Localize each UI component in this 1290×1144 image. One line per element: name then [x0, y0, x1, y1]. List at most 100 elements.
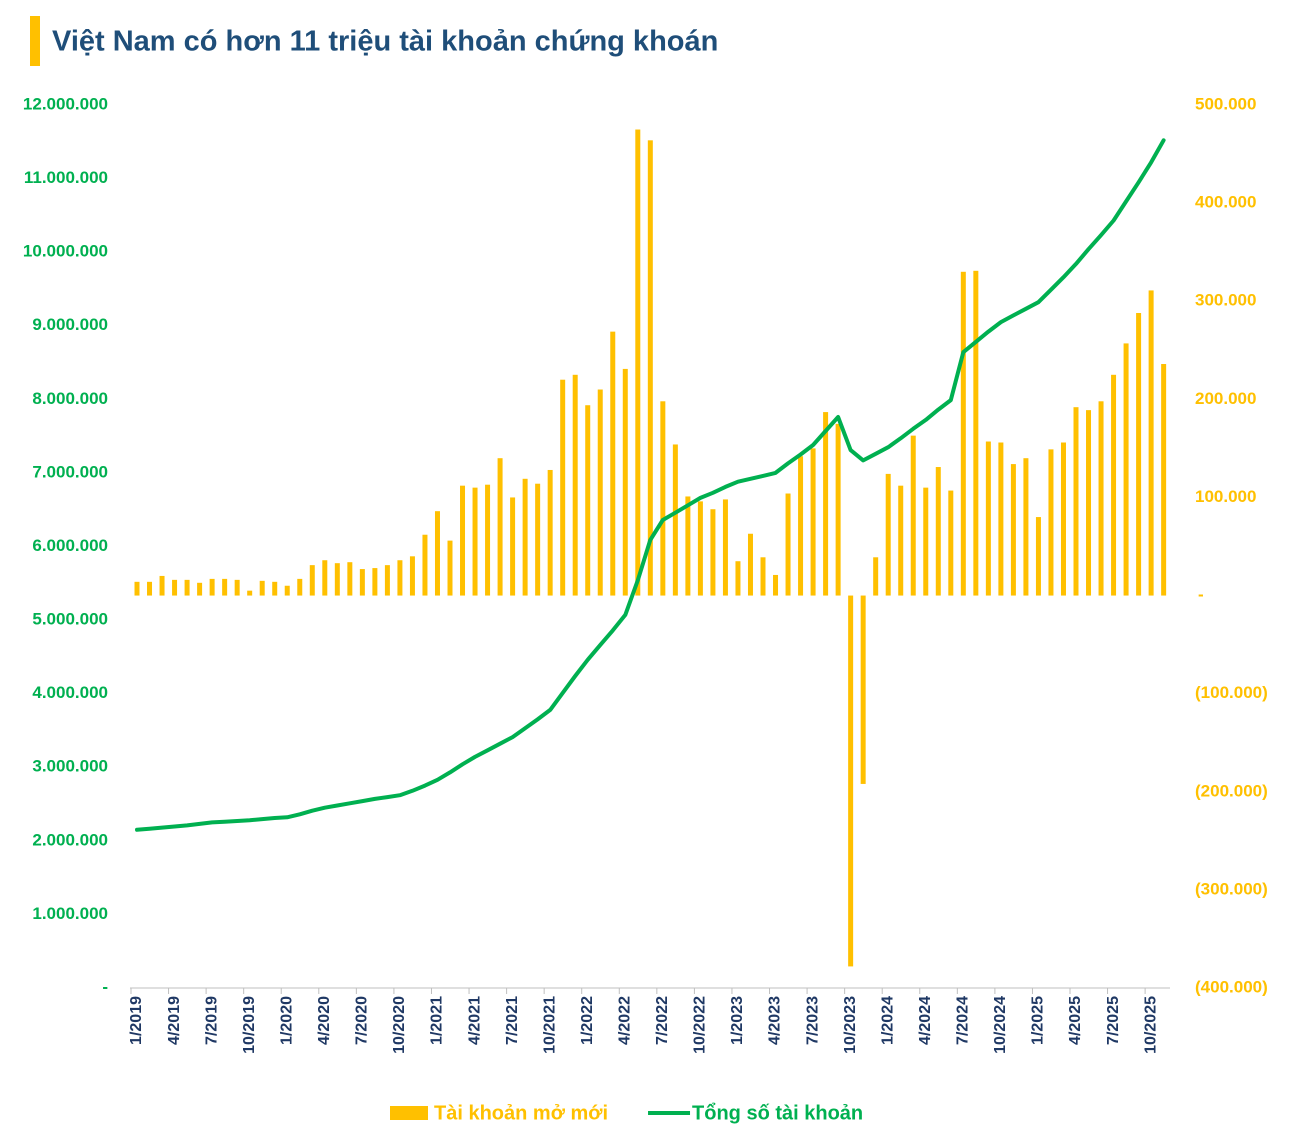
bar — [547, 469, 553, 596]
bar — [1060, 442, 1066, 596]
bar — [597, 389, 603, 596]
x-tick-label: 10/2020 — [391, 996, 408, 1054]
y2-tick-label: 400.000 — [1195, 193, 1256, 212]
bar — [685, 496, 691, 596]
bar — [409, 556, 415, 596]
bar — [935, 467, 941, 596]
bar — [1073, 407, 1079, 596]
legend-label: Tổng số tài khoản — [692, 1102, 863, 1124]
bar — [309, 565, 315, 596]
y2-tick-label: (200.000) — [1195, 781, 1268, 800]
bar — [960, 271, 966, 596]
bar — [1098, 401, 1104, 596]
bar — [272, 581, 278, 596]
x-tick-label: 1/2024 — [879, 996, 896, 1045]
bar — [747, 533, 753, 596]
x-tick-label: 10/2025 — [1142, 996, 1159, 1054]
bar — [434, 511, 440, 596]
bar — [1123, 343, 1129, 596]
x-tick-label: 4/2023 — [767, 996, 784, 1045]
bar — [572, 374, 578, 596]
y2-tick-label: - — [1198, 585, 1204, 604]
bar — [259, 580, 265, 596]
bar — [497, 458, 503, 596]
x-tick-label: 4/2021 — [466, 996, 483, 1045]
x-tick-label: 7/2020 — [354, 996, 371, 1045]
bar — [560, 379, 566, 596]
y-tick-label: 7.000.000 — [32, 462, 108, 481]
x-tick-label: 7/2023 — [804, 996, 821, 1045]
bar — [422, 534, 428, 596]
bar — [447, 540, 453, 596]
bar — [172, 579, 178, 596]
line — [135, 138, 1166, 832]
bar — [535, 483, 541, 596]
x-tick-label: 1/2025 — [1030, 996, 1047, 1045]
bar — [973, 270, 979, 596]
x-tick-label: 10/2024 — [992, 996, 1009, 1054]
bar — [848, 595, 854, 967]
bar — [1136, 312, 1142, 596]
bar — [1035, 517, 1041, 596]
x-tick-label: 10/2019 — [241, 996, 258, 1054]
bar — [610, 331, 616, 596]
bar — [798, 456, 804, 596]
x-tick-label: 7/2019 — [203, 996, 220, 1045]
bar — [297, 578, 303, 596]
bar — [885, 473, 891, 596]
x-tick-label: 4/2022 — [616, 996, 633, 1045]
bar — [1111, 374, 1117, 596]
x-tick-label: 1/2020 — [278, 996, 295, 1045]
bar — [773, 574, 779, 596]
x-tick-label: 1/2022 — [579, 996, 596, 1045]
bar — [460, 485, 466, 596]
bar — [1161, 364, 1167, 596]
y-tick-label: 8.000.000 — [32, 389, 108, 408]
bar — [247, 590, 253, 596]
bar — [384, 565, 390, 596]
bar — [359, 569, 365, 596]
y-tick-label: 4.000.000 — [32, 683, 108, 702]
bar — [810, 448, 816, 596]
bar — [234, 579, 240, 596]
bar — [1148, 290, 1154, 596]
x-tick-label: 10/2023 — [842, 996, 859, 1054]
bar — [910, 435, 916, 596]
bar — [835, 423, 841, 596]
bar — [522, 478, 528, 596]
bar — [372, 568, 378, 596]
bar — [159, 575, 165, 596]
y-tick-label: 1.000.000 — [32, 904, 108, 923]
chart-title: Việt Nam có hơn 11 triệu tài khoản chứng… — [52, 26, 718, 58]
y-tick-label: 12.000.000 — [23, 94, 108, 113]
y2-tick-label: 100.000 — [1195, 487, 1256, 506]
y2-tick-label: (300.000) — [1195, 879, 1268, 898]
bar — [222, 578, 228, 596]
bar — [898, 485, 904, 596]
bar — [998, 442, 1004, 596]
bar — [985, 441, 991, 596]
x-tick-label: 4/2019 — [166, 996, 183, 1045]
bar — [510, 497, 516, 596]
bar — [860, 595, 866, 784]
y-tick-label: 2.000.000 — [32, 830, 108, 849]
bar — [147, 581, 153, 596]
bar — [948, 490, 954, 596]
bar — [823, 412, 829, 596]
x-tick-label: 10/2022 — [692, 996, 709, 1054]
x-tick-label: 7/2022 — [654, 996, 671, 1045]
bar — [710, 509, 716, 596]
bar — [585, 405, 591, 596]
legend-label: Tài khoản mở mới — [434, 1102, 608, 1124]
bar — [923, 487, 929, 596]
x-tick-label: 4/2020 — [316, 996, 333, 1045]
bar — [697, 501, 703, 596]
bar — [785, 493, 791, 596]
bar — [347, 562, 353, 596]
y-tick-label: 10.000.000 — [23, 242, 108, 261]
x-tick-label: 1/2021 — [429, 996, 446, 1045]
x-tick-label: 7/2021 — [504, 996, 521, 1045]
y2-tick-label: 200.000 — [1195, 389, 1256, 408]
bar — [622, 368, 628, 596]
